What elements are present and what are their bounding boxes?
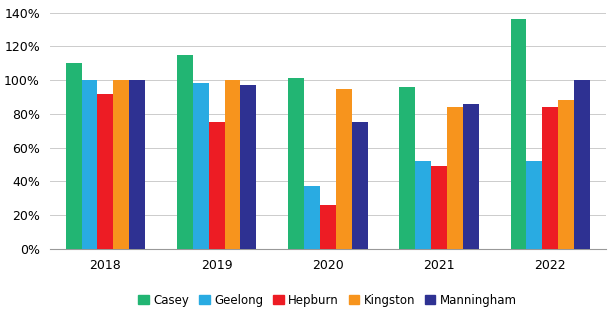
Bar: [447, 107, 463, 249]
Legend: Casey, Geelong, Hepburn, Kingston, Manningham: Casey, Geelong, Hepburn, Kingston, Manni…: [134, 289, 522, 311]
Bar: [526, 161, 542, 249]
Bar: [574, 80, 590, 249]
Bar: [463, 104, 479, 249]
Bar: [224, 80, 240, 249]
Bar: [351, 122, 367, 249]
Bar: [193, 84, 209, 249]
Bar: [240, 85, 256, 249]
Bar: [511, 19, 526, 249]
Bar: [209, 122, 224, 249]
Bar: [431, 166, 447, 249]
Bar: [129, 80, 145, 249]
Bar: [558, 100, 574, 249]
Bar: [66, 63, 82, 249]
Bar: [98, 93, 113, 249]
Bar: [82, 80, 98, 249]
Bar: [304, 186, 320, 249]
Bar: [400, 87, 415, 249]
Bar: [113, 80, 129, 249]
Bar: [415, 161, 431, 249]
Bar: [542, 107, 558, 249]
Bar: [336, 89, 351, 249]
Bar: [288, 78, 304, 249]
Bar: [320, 205, 336, 249]
Bar: [177, 55, 193, 249]
